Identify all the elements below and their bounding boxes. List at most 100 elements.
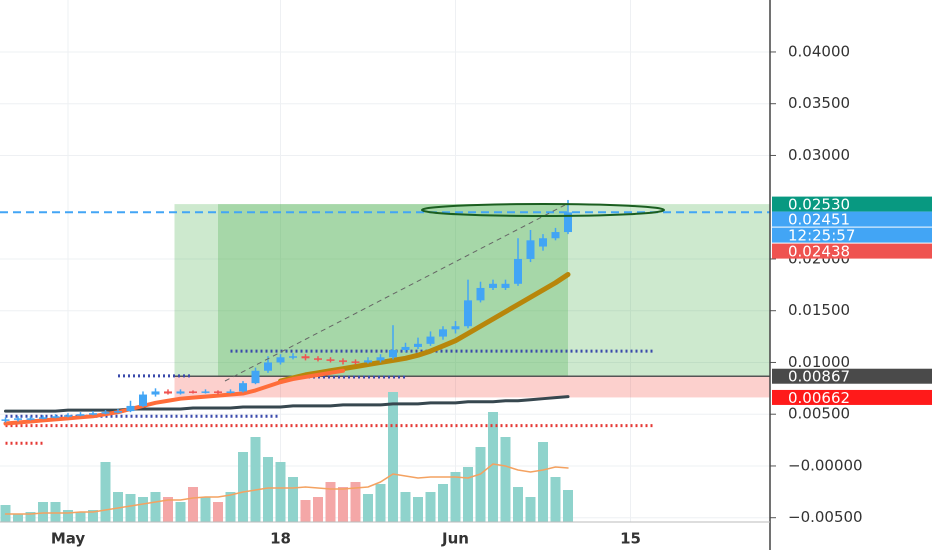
candle-body xyxy=(339,360,347,362)
candle-body xyxy=(489,283,497,288)
volume-bar xyxy=(525,497,536,522)
volume-bar xyxy=(100,462,111,522)
background-layer xyxy=(0,0,770,522)
volume-bar xyxy=(425,492,436,522)
candle-body xyxy=(64,415,72,417)
indicator-line xyxy=(4,463,569,515)
price-label-box xyxy=(772,196,932,212)
candle-body xyxy=(226,391,235,393)
price-label-box xyxy=(772,368,932,384)
volume-bar xyxy=(25,512,36,522)
price-label-box xyxy=(772,211,932,227)
candle-body xyxy=(251,370,260,384)
volume-bar xyxy=(388,392,398,522)
candle-body xyxy=(414,343,422,347)
volume-bar xyxy=(463,467,473,522)
candle-body xyxy=(139,394,147,406)
main-layer xyxy=(0,199,770,522)
volume-bar xyxy=(475,447,486,522)
position-profit-zone xyxy=(174,204,770,377)
volume-bar xyxy=(488,412,498,522)
candle-body xyxy=(464,300,472,327)
candle-body xyxy=(564,212,572,233)
candle-body xyxy=(276,357,285,363)
price-label: 0.00662 xyxy=(788,389,850,407)
candle-body xyxy=(101,412,110,414)
volume-bar xyxy=(300,500,311,522)
candle-body xyxy=(14,418,22,420)
volume-bar xyxy=(88,510,98,522)
volume-bar xyxy=(38,502,48,522)
volume-bar xyxy=(200,497,211,522)
candle-body xyxy=(351,361,360,363)
volume-bar xyxy=(538,442,548,522)
candle-body xyxy=(376,357,385,361)
candle-body xyxy=(89,413,97,415)
volume-bar xyxy=(288,477,298,522)
candle-body xyxy=(126,405,135,412)
countdown-label: 12:25:57 xyxy=(788,227,855,245)
candle-body xyxy=(176,391,185,394)
candle-body xyxy=(514,258,522,284)
volume-bar xyxy=(163,497,173,522)
candle-body xyxy=(264,362,272,371)
x-tick-label: Jun xyxy=(441,530,469,548)
volume-bar xyxy=(125,494,136,522)
x-tick-label: May xyxy=(51,530,86,548)
indicator-line xyxy=(4,395,570,413)
volume-bar xyxy=(400,492,411,522)
volume-bar xyxy=(263,457,273,522)
volume-bar xyxy=(225,492,236,522)
volume-bar xyxy=(150,492,161,522)
candle-body xyxy=(164,391,172,394)
volume-bar xyxy=(325,482,336,522)
candle-body xyxy=(439,329,447,337)
candle-body xyxy=(526,240,535,259)
y-tick-label: 0.00500 xyxy=(788,405,850,423)
price-label-box xyxy=(772,243,932,259)
volume-bar xyxy=(113,492,123,522)
candle-body xyxy=(426,336,435,344)
indicator-line xyxy=(278,271,571,384)
volume-bar xyxy=(275,462,286,522)
trend-line xyxy=(224,204,566,382)
candle-body xyxy=(1,419,10,421)
candle-body xyxy=(151,391,160,395)
volume-bar xyxy=(563,490,573,522)
candle-body xyxy=(326,359,335,361)
volume-bar xyxy=(250,437,261,522)
volume-bar xyxy=(338,487,348,522)
volume-bar xyxy=(13,514,23,522)
volume-bar xyxy=(213,502,223,522)
candle-body xyxy=(389,350,397,358)
volume-bar xyxy=(375,484,386,522)
candle-body xyxy=(76,414,85,416)
candle-body xyxy=(39,417,47,419)
position-stop-zone xyxy=(174,376,770,398)
candle-body xyxy=(214,391,222,393)
y-tick-label: 0.01500 xyxy=(788,301,850,319)
volume-bar xyxy=(50,502,61,522)
y-tick-label: −0.00000 xyxy=(788,456,863,474)
candle-body xyxy=(364,360,372,363)
y-tick-label: −0.00500 xyxy=(788,508,863,526)
volume-bar xyxy=(438,484,448,522)
volume-bar xyxy=(513,487,523,522)
price-label: 0.00867 xyxy=(788,368,850,386)
volume-bar xyxy=(413,497,423,522)
indicator-line xyxy=(3,368,345,426)
price-label: 0.02530 xyxy=(788,196,850,214)
candle-body xyxy=(301,356,310,359)
volume-bar xyxy=(175,502,186,522)
candle-body xyxy=(551,232,560,239)
volume-bar xyxy=(63,510,73,522)
candle-body xyxy=(401,346,410,351)
x-tick-label: 18 xyxy=(270,530,291,548)
volume-bar xyxy=(450,472,461,522)
candle-body xyxy=(26,418,35,420)
candle-body xyxy=(451,326,460,330)
candle-body xyxy=(539,238,547,247)
volume-bar xyxy=(75,512,86,522)
volume-bar xyxy=(550,477,561,522)
candle-body xyxy=(501,283,510,288)
